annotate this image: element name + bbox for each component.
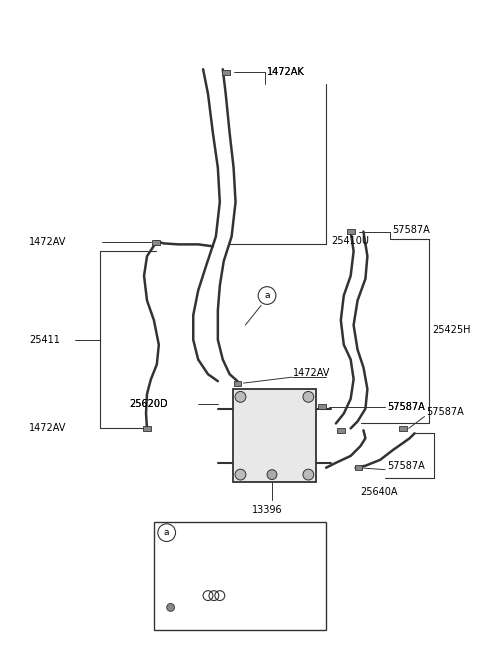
Text: 25481H: 25481H [213,558,251,568]
Bar [399,426,407,431]
Text: 1472AV: 1472AV [29,237,66,247]
Text: 25425H: 25425H [432,325,471,335]
Text: 57587A: 57587A [387,461,425,471]
Bar [337,428,345,433]
Bar [355,465,362,470]
Text: 57587A: 57587A [426,407,464,417]
Circle shape [235,469,246,480]
Circle shape [303,469,314,480]
Text: 25410U: 25410U [331,236,369,247]
Circle shape [167,604,175,611]
Text: 25411: 25411 [29,335,60,345]
Text: 1140FF: 1140FF [162,584,197,594]
Text: 57587A: 57587A [387,401,425,412]
Text: 1472AV: 1472AV [293,368,330,379]
Text: 13396: 13396 [252,505,283,515]
Text: 1472AK: 1472AK [267,67,305,77]
Text: 25620D: 25620D [129,399,168,409]
Text: 25620D: 25620D [129,399,168,409]
Circle shape [267,470,277,480]
Text: 57587A: 57587A [387,401,425,412]
Text: 1472AV: 1472AV [29,423,66,434]
Text: 25640A: 25640A [360,487,398,497]
Circle shape [235,392,246,402]
Bar [143,426,151,431]
Text: 1472AK: 1472AK [267,67,305,77]
Bar [347,229,355,234]
Bar [234,380,241,386]
Text: a: a [164,528,169,537]
Bar [318,404,326,409]
Bar [222,70,229,75]
Text: 57587A: 57587A [392,224,430,235]
Text: a: a [264,291,270,300]
Bar [152,240,160,245]
Bar [154,522,326,630]
Bar [233,389,316,482]
Circle shape [303,392,314,402]
